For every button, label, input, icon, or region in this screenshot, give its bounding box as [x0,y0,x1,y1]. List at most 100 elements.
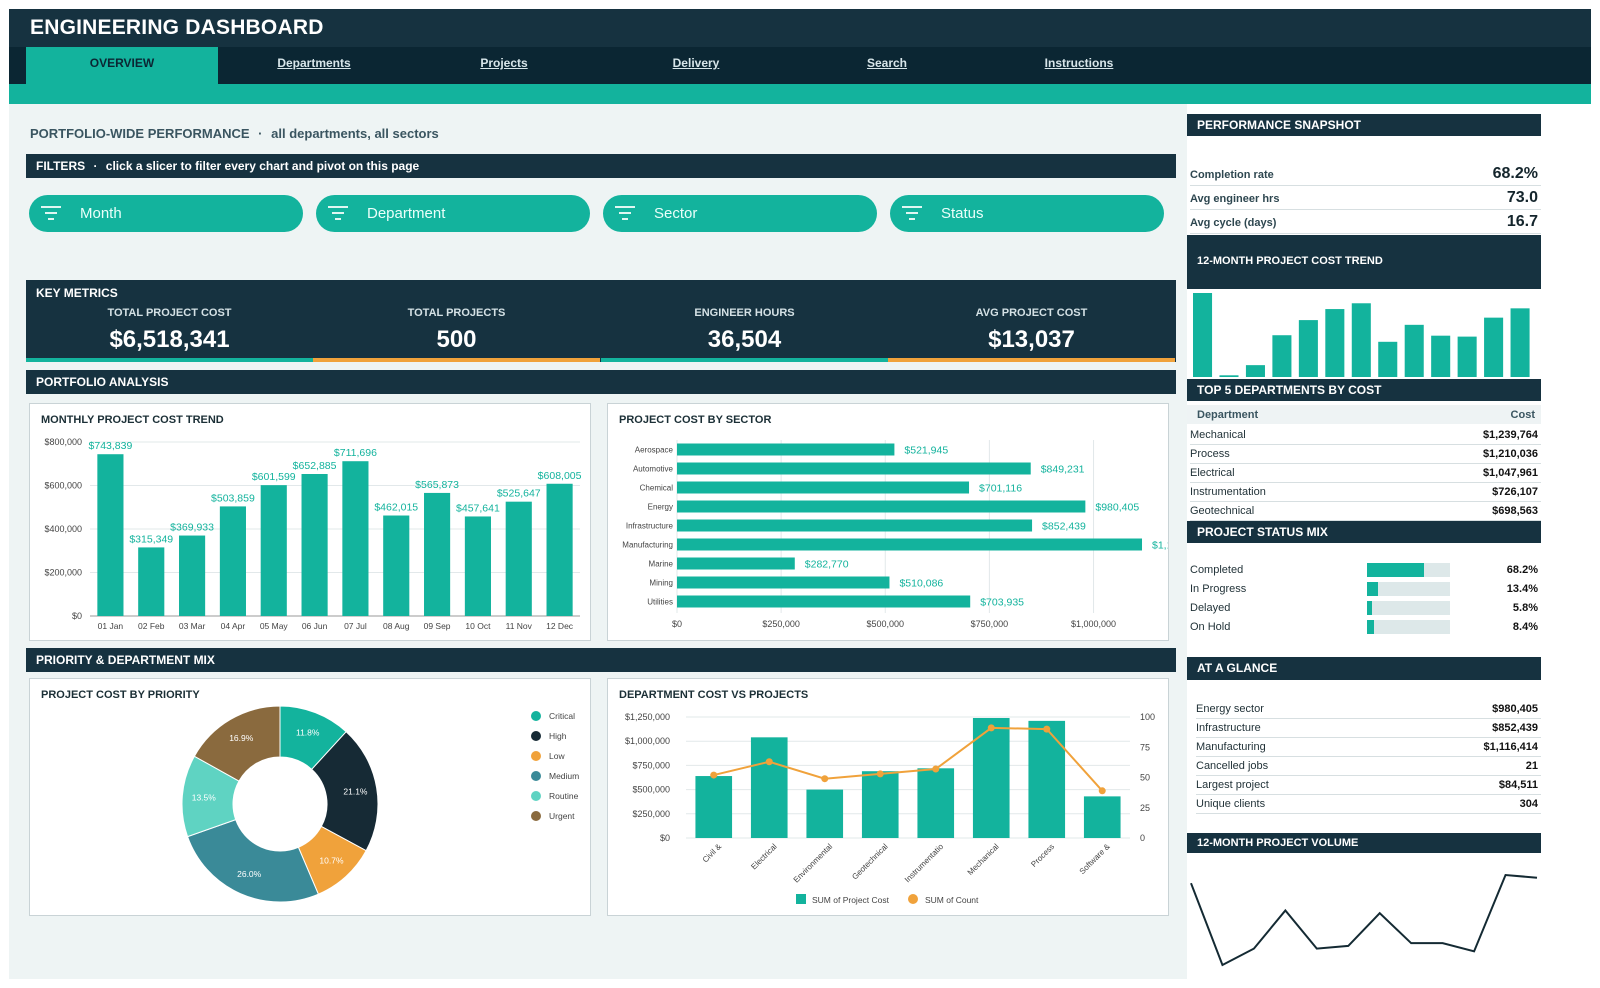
slice-label: 11.8% [296,728,320,738]
app-title: ENGINEERING DASHBOARD [30,16,324,39]
snapshot-row: Completion rate 68.2% [1190,162,1541,186]
tab-search[interactable]: Search [866,56,908,70]
row-label: On Hold [1190,621,1231,633]
glance-row: Manufacturing $1,116,414 [1196,738,1541,757]
data-label: $315,349 [129,533,173,545]
bar [917,768,955,838]
glance-row: Infrastructure $852,439 [1196,719,1541,738]
y-tick-label: Manufacturing [622,541,673,550]
tab-delivery[interactable]: Delivery [672,56,720,70]
data-label: $503,859 [211,492,255,504]
col-header-cost: Cost [1510,409,1535,421]
kpi-value: 500 [436,326,477,353]
row-label: Unique clients [1196,798,1266,810]
dept-combo-chart: $0 $250,000 $500,000 $750,000 $1,000,000 $1,2… [625,712,1155,905]
y-tick-label: $0 [660,833,670,843]
row-label: Completed [1190,564,1244,576]
y-tick-label: $800,000 [44,437,82,447]
kpi-accent-bar [313,358,600,362]
slice-label: 13.5% [192,793,217,803]
spark-bar [1510,308,1530,377]
kpi-total-projects: TOTAL PROJECTS 500 [313,280,600,362]
top5-row: Process $1,210,036 [1190,445,1541,464]
chart-title: PROJECT COST BY PRIORITY [41,689,200,701]
legend-label: SUM of Count [925,895,979,905]
bar [750,737,788,838]
data-label: $521,945 [904,445,948,457]
y2-tick-label: 75 [1140,742,1150,752]
status-track [1367,582,1450,596]
x-tick-label: Software & [1078,842,1113,877]
slicer-sector[interactable]: Sector [603,195,877,232]
status-row: On Hold 8.4% [1190,618,1541,637]
row-value: $698,563 [1492,505,1538,517]
snapshot-label: Avg engineer hrs [1190,193,1280,205]
data-label: $369,933 [170,522,214,534]
tab-departments[interactable]: Departments [277,56,351,70]
bar [677,500,1086,513]
slicer-month[interactable]: Month [29,195,303,232]
status-fill [1367,601,1372,615]
row-label: Cancelled jobs [1196,760,1269,772]
filter-icon [902,206,922,220]
status-track [1367,563,1450,577]
slicer-label: Month [80,205,122,222]
y2-tick-label: 0 [1140,833,1145,843]
bar [505,501,532,616]
y-tick-label: Chemical [640,484,674,493]
x-tick-label: Civil & [701,842,724,865]
slice-label: 10.7% [319,856,344,866]
tab-instructions[interactable]: Instructions [1044,56,1114,70]
page-heading: PORTFOLIO-WIDE PERFORMANCE · all departm… [30,126,439,141]
sector-cost-chart: $0 $250,000 $500,000 $750,000 $1,000,000 Aero… [622,440,1168,629]
status-fill [1367,563,1424,577]
kpi-value: $13,037 [988,326,1075,353]
x-tick-label: Geotechnical [850,842,890,882]
chart-title: PROJECT COST BY SECTOR [619,414,772,426]
bar [219,506,246,616]
status-track [1367,620,1450,634]
section-title: PRIORITY & DEPARTMENT MIX [36,653,215,667]
data-label: $711,696 [334,447,377,459]
tab-overview[interactable]: OVERVIEW [26,47,218,84]
top5-row: Geotechnical $698,563 [1190,502,1541,521]
line-point [876,770,884,778]
top5-row: Mechanical $1,239,764 [1190,426,1541,445]
y-tick-label: $750,000 [632,760,670,770]
slicer-status[interactable]: Status [890,195,1164,232]
y-tick-label: Energy [648,503,673,512]
bar [972,717,1010,838]
bar [677,443,895,456]
status-fill [1367,620,1374,634]
x-tick-label: $250,000 [762,619,800,629]
data-label: $701,116 [979,483,1022,495]
cost-trend-sparkbars [1193,293,1530,377]
filter-icon [328,206,348,220]
x-tick-label: Instrumentatio [903,842,946,885]
cost-trend-title: 12-MONTH PROJECT COST TREND [1197,255,1383,267]
data-label: $608,005 [538,470,582,482]
data-label: $743,839 [89,440,133,452]
bar [301,473,328,616]
line-point [932,765,940,773]
bar [342,461,369,616]
line-point [765,758,773,766]
slicer-department[interactable]: Department [316,195,590,232]
tab-projects[interactable]: Projects [480,56,528,70]
donut-slice [193,705,281,782]
row-value: 8.4% [1512,621,1538,633]
section-title: PORTFOLIO ANALYSIS [36,375,169,389]
bar [260,485,287,616]
legend-swatch [531,811,541,821]
legend-label: SUM of Project Cost [812,895,890,905]
volume-line [1190,873,1538,967]
filters-hint: click a slicer to filter every chart and… [105,159,420,173]
legend-swatch [531,731,541,741]
y-tick-label: Infrastructure [626,522,674,531]
priority-donut-chart: 11.8% 21.1% 10.7% 26.0% 13.5% 16.9% Critical Hi… [181,705,579,903]
status-row: Delayed 5.8% [1190,599,1541,618]
spark-bar [1457,336,1477,377]
row-label: Energy sector [1196,703,1264,715]
x-tick-label: 04 Apr [221,621,246,631]
row-label: Largest project [1196,779,1269,791]
